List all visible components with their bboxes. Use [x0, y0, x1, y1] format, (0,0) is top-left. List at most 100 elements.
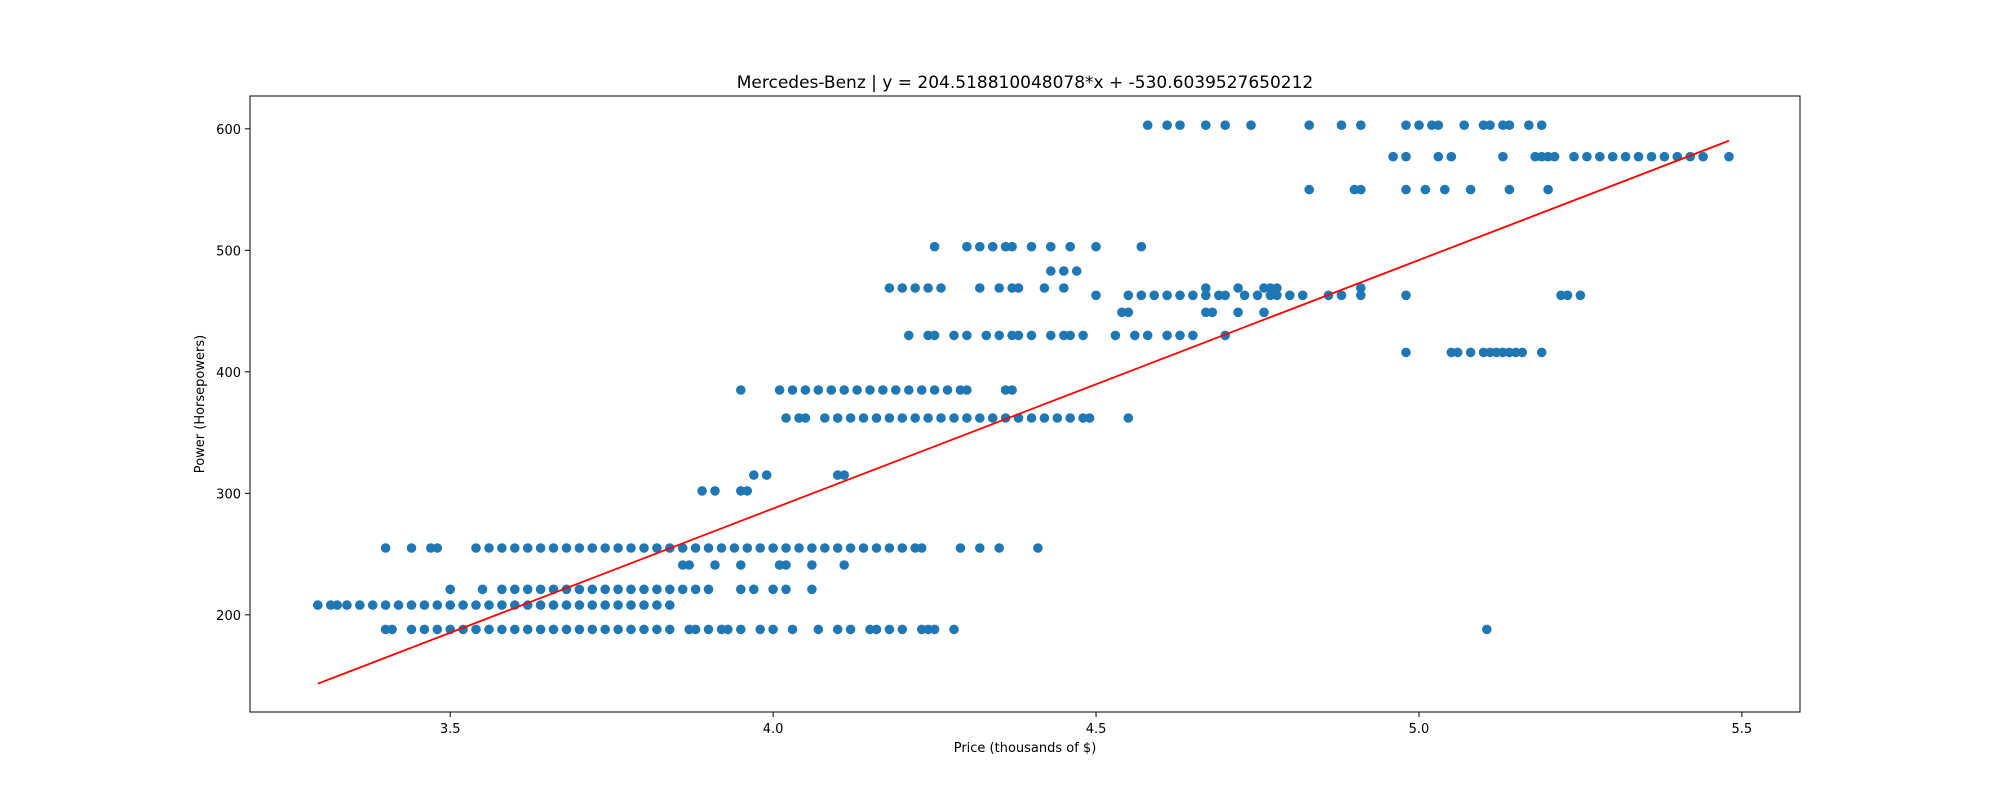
data-point — [761, 470, 772, 480]
data-point — [1091, 241, 1101, 252]
data-point — [535, 624, 546, 635]
data-point — [813, 624, 824, 635]
data-point — [600, 584, 610, 595]
data-point — [755, 543, 765, 553]
data-point — [800, 385, 811, 395]
data-point — [710, 486, 720, 496]
data-point — [1233, 307, 1243, 318]
data-point — [1620, 151, 1631, 162]
data-point — [522, 624, 533, 635]
data-point — [484, 543, 494, 553]
data-point — [393, 600, 404, 610]
x-tick-label: 4.5 — [1086, 722, 1107, 737]
data-point — [1401, 184, 1411, 195]
data-point — [574, 584, 585, 595]
data-point — [600, 600, 610, 610]
data-point — [1633, 151, 1644, 162]
data-point — [1465, 347, 1476, 358]
data-point — [897, 624, 908, 635]
data-point — [522, 584, 533, 595]
data-point — [962, 385, 972, 395]
data-point — [858, 543, 869, 553]
data-point — [1246, 120, 1256, 130]
data-point — [845, 543, 856, 553]
data-point — [981, 330, 992, 341]
data-point — [891, 385, 901, 395]
data-point — [884, 543, 895, 553]
data-point — [574, 624, 585, 635]
data-point — [800, 413, 811, 423]
data-point — [1130, 330, 1140, 341]
data-point — [929, 330, 940, 341]
data-point — [716, 543, 727, 553]
data-point — [929, 385, 940, 395]
data-point — [703, 543, 714, 553]
data-point — [897, 543, 908, 553]
data-point — [813, 385, 824, 395]
data-point — [987, 413, 998, 423]
data-point — [613, 624, 623, 635]
data-point — [749, 584, 759, 595]
data-point — [736, 560, 746, 570]
data-point — [1188, 290, 1198, 301]
data-point — [497, 624, 507, 635]
data-point — [1549, 151, 1560, 162]
data-point — [994, 330, 1004, 341]
plot-frame — [249, 95, 1801, 713]
data-point — [871, 413, 882, 423]
data-point — [1201, 120, 1211, 130]
points-layer — [313, 120, 1734, 635]
data-point — [1007, 385, 1017, 395]
data-point — [1162, 330, 1172, 341]
data-point — [807, 543, 817, 553]
data-point — [626, 584, 636, 595]
data-point — [1452, 347, 1463, 358]
data-point — [445, 584, 456, 595]
data-point — [865, 385, 875, 395]
data-point — [1039, 413, 1050, 423]
data-point — [1272, 290, 1282, 301]
data-point — [1562, 290, 1573, 301]
data-point — [1013, 330, 1024, 341]
data-point — [471, 543, 481, 553]
data-point — [1252, 290, 1263, 301]
data-point — [484, 624, 494, 635]
data-point — [1336, 290, 1347, 301]
data-point — [432, 624, 443, 635]
data-point — [497, 543, 507, 553]
data-point — [1401, 151, 1411, 162]
data-point — [510, 584, 520, 595]
data-point — [774, 385, 785, 395]
data-point — [878, 385, 888, 395]
data-point — [923, 413, 933, 423]
data-point — [1233, 283, 1243, 293]
data-point — [1162, 290, 1172, 301]
data-point — [613, 584, 623, 595]
data-point — [1401, 347, 1411, 358]
data-point — [1356, 120, 1366, 130]
data-point — [1698, 151, 1708, 162]
data-point — [1149, 290, 1159, 301]
data-point — [703, 624, 714, 635]
data-point — [787, 385, 798, 395]
data-point — [839, 560, 849, 570]
data-point — [458, 600, 468, 610]
data-point — [497, 600, 507, 610]
data-point — [1142, 120, 1153, 130]
data-point — [723, 624, 733, 635]
data-point — [1504, 120, 1515, 130]
data-point — [1033, 543, 1043, 553]
data-point — [652, 624, 662, 635]
data-point — [1026, 413, 1037, 423]
data-point — [904, 330, 914, 341]
data-point — [736, 624, 746, 635]
data-point — [1575, 290, 1586, 301]
data-point — [1420, 184, 1431, 195]
data-point — [929, 624, 940, 635]
data-point — [535, 584, 546, 595]
data-point — [380, 543, 391, 553]
data-point — [1543, 184, 1553, 195]
y-tick-label: 200 — [216, 609, 241, 624]
data-point — [781, 560, 791, 570]
